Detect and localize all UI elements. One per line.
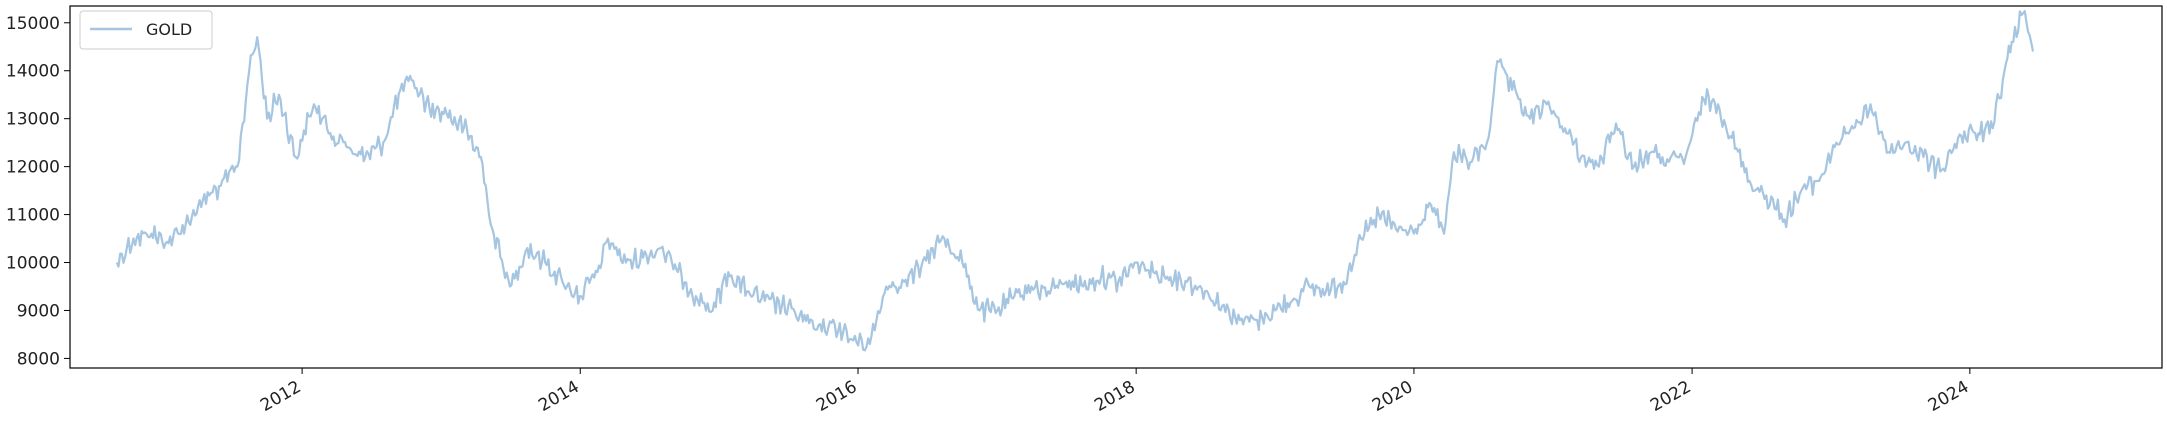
y-tick-label: 9000 (17, 301, 60, 321)
y-tick-label: 15000 (6, 14, 60, 34)
y-tick-label: 11000 (6, 206, 60, 226)
y-tick-label: 8000 (17, 349, 60, 369)
legend-box (79, 10, 213, 50)
legend: GOLD (79, 10, 213, 50)
y-tick-label: 13000 (6, 110, 60, 130)
axes-frame (69, 5, 2163, 369)
y-tick-label: 14000 (6, 62, 60, 82)
legend-label-gold: GOLD (146, 20, 192, 39)
series-line-gold (115, 10, 2035, 352)
y-tick-label: 10000 (6, 254, 60, 274)
plot-area (115, 10, 2035, 352)
y-tick-label: 12000 (6, 158, 60, 178)
axes: 8000900010000110001200013000140001500020… (6, 5, 2163, 416)
